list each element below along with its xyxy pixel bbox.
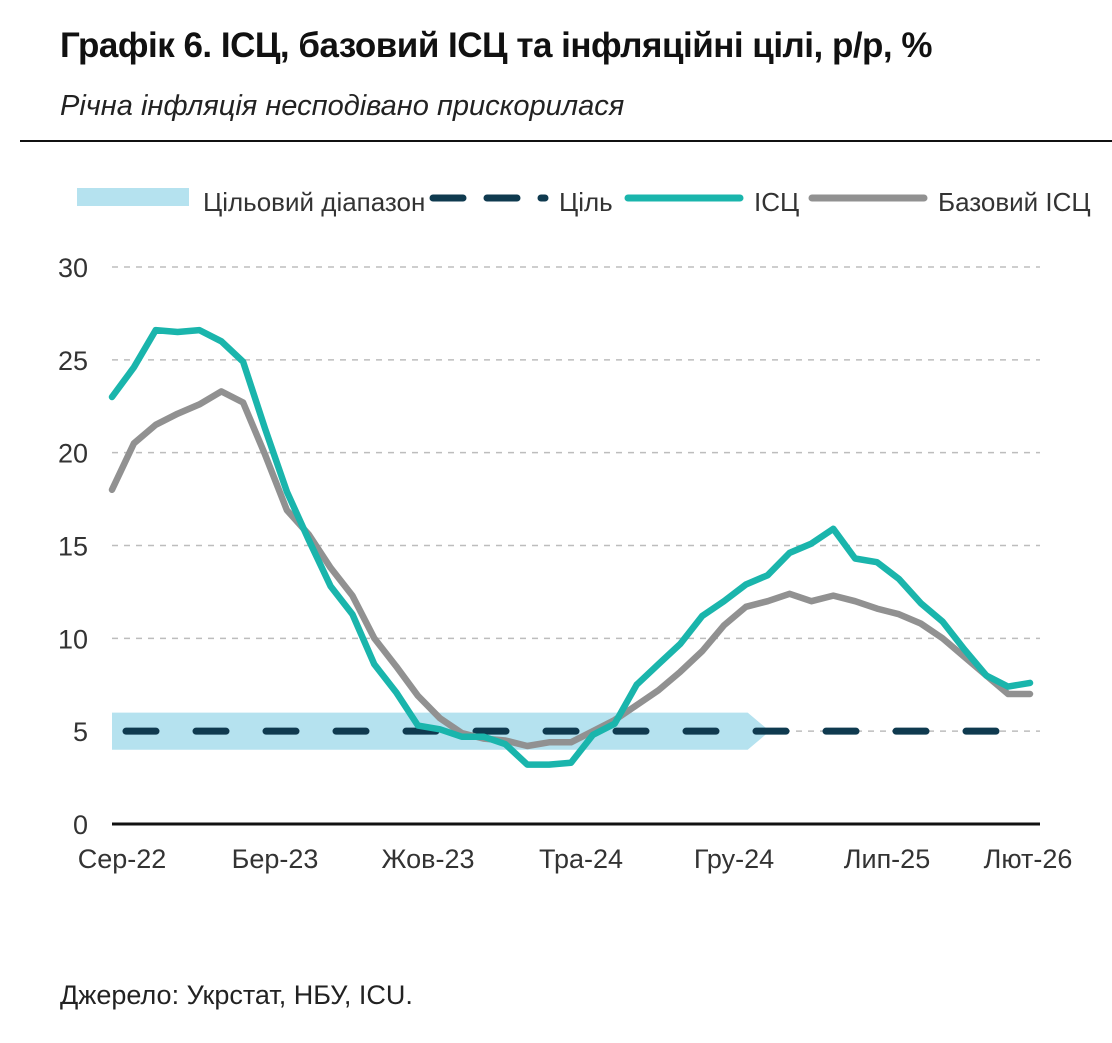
x-tick-label: Гру-24	[694, 844, 774, 874]
x-tick-label: Сер-22	[78, 844, 167, 874]
chart-title: Графік 6. ІСЦ, базовий ІСЦ та інфляційні…	[60, 26, 933, 65]
x-tick-label: Лют-26	[984, 844, 1073, 874]
core-cpi-line	[108, 388, 1034, 750]
legend-band-label: Цільовий діапазон	[203, 187, 425, 217]
x-tick-label: Бер-23	[232, 844, 319, 874]
y-tick-label: 5	[73, 717, 88, 747]
source-note: Джерело: Укрстат, НБУ, ICU.	[60, 980, 413, 1010]
cpi-line	[108, 326, 1034, 768]
y-gridlines	[112, 266, 1040, 732]
x-tick-label: Лип-25	[844, 844, 930, 874]
chart-subtitle: Річна інфляція несподівано прискорилася	[60, 90, 625, 122]
y-tick-labels: 0 5 10 15 20 25 30	[58, 253, 88, 840]
y-tick-label: 30	[58, 253, 88, 283]
y-tick-label: 0	[73, 810, 88, 840]
legend-target-label: Ціль	[559, 187, 613, 217]
x-tick-label: Жов-23	[381, 844, 474, 874]
x-tick-labels: Сер-22 Бер-23 Жов-23 Тра-24 Гру-24 Лип-25 Лют-…	[78, 844, 1073, 874]
y-tick-label: 15	[58, 532, 88, 562]
y-tick-label: 20	[58, 439, 88, 469]
legend-core-label: Базовий ІСЦ	[938, 187, 1091, 217]
y-tick-label: 10	[58, 624, 88, 654]
legend-cpi-label: ІСЦ	[754, 187, 799, 217]
title-divider	[20, 140, 1112, 142]
cpi-series	[108, 326, 1034, 768]
x-tick-label: Тра-24	[539, 844, 623, 874]
inflation-chart: Цільовий діапазон Ціль ІСЦ Базовий ІСЦ 0…	[58, 187, 1091, 874]
y-tick-label: 25	[58, 346, 88, 376]
chart-legend: Цільовий діапазон Ціль ІСЦ Базовий ІСЦ	[77, 187, 1091, 217]
core-cpi-series	[108, 388, 1034, 750]
legend-band-swatch	[77, 188, 189, 206]
